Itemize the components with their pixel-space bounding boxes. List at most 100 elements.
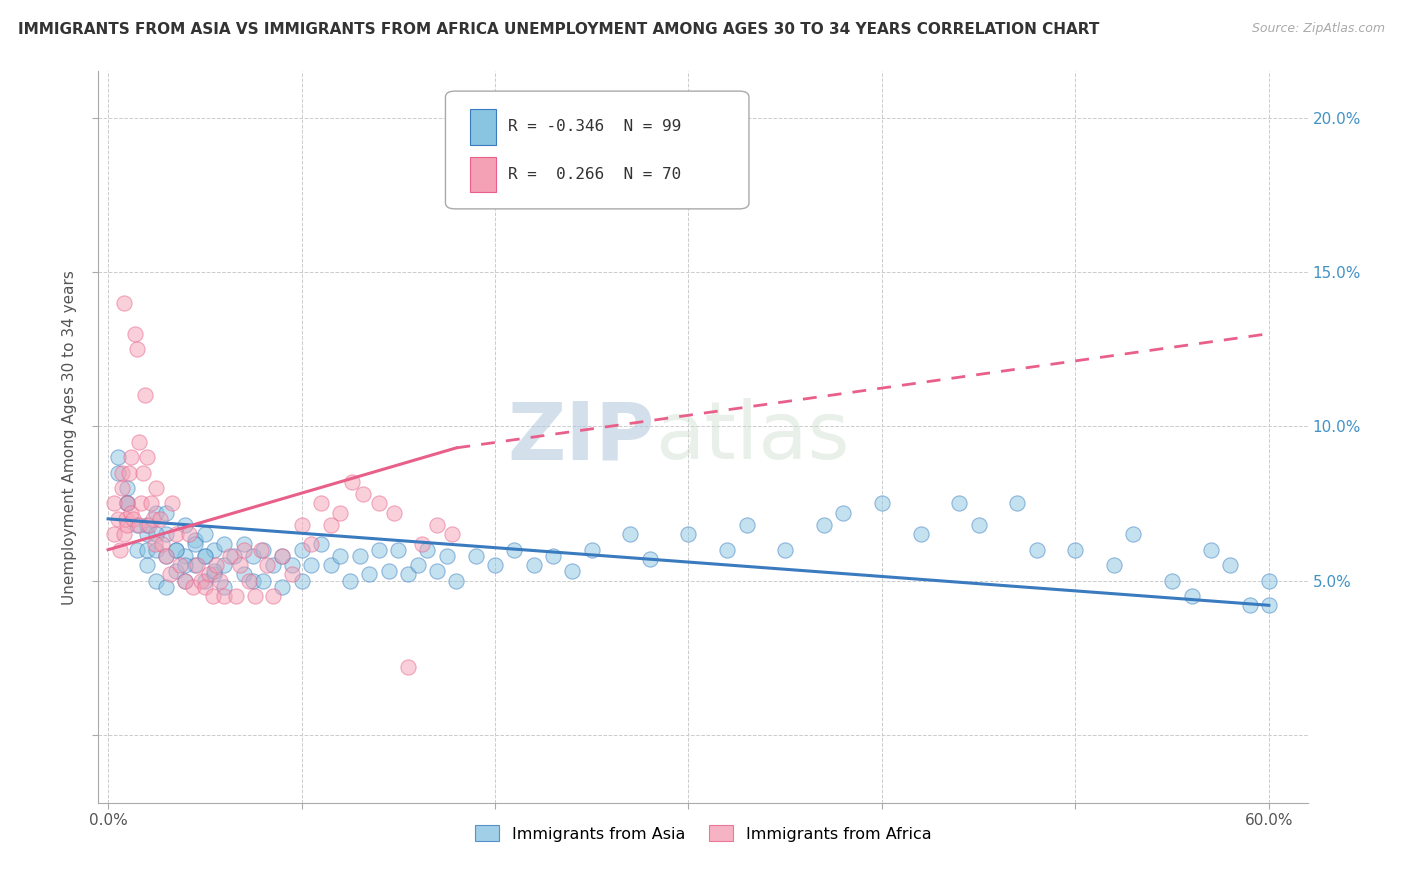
Point (735, 518, 758, 533)
Point (243, 589, 266, 603)
Point (186, 558, 208, 573)
Point (194, 549, 217, 563)
Point (250, 542, 273, 557)
Text: Source: ZipAtlas.com: Source: ZipAtlas.com (1251, 22, 1385, 36)
Point (155, 527, 177, 541)
Point (387, 542, 409, 557)
Point (124, 326, 146, 341)
Point (446, 574, 468, 588)
FancyBboxPatch shape (446, 91, 749, 209)
Point (212, 536, 235, 550)
Point (205, 558, 228, 573)
Point (219, 549, 242, 563)
Point (349, 549, 371, 563)
Point (179, 527, 201, 541)
Point (117, 496, 139, 510)
Point (290, 518, 312, 533)
Point (290, 574, 312, 588)
Point (384, 506, 406, 520)
Point (299, 536, 322, 550)
Point (309, 496, 332, 510)
Point (117, 496, 139, 510)
Point (184, 536, 207, 550)
Point (132, 466, 155, 480)
Point (340, 475, 363, 489)
Point (129, 496, 152, 510)
Point (117, 496, 139, 510)
Point (1199, 542, 1222, 557)
Point (813, 518, 835, 533)
Point (411, 536, 433, 550)
Point (299, 558, 322, 573)
Point (122, 512, 145, 526)
Point (127, 342, 149, 356)
Point (135, 518, 157, 533)
Point (142, 512, 165, 526)
Point (561, 565, 583, 579)
Point (242, 574, 264, 588)
Point (138, 518, 160, 533)
Point (238, 574, 260, 588)
Point (232, 536, 254, 550)
Point (225, 589, 247, 603)
Point (329, 506, 352, 520)
Point (209, 574, 232, 588)
Point (112, 527, 135, 541)
Point (118, 466, 141, 480)
Point (281, 558, 304, 573)
Point (134, 388, 156, 402)
Point (426, 518, 449, 533)
Point (228, 558, 250, 573)
Point (107, 512, 129, 526)
Point (212, 558, 235, 573)
Text: R = -0.346  N = 99: R = -0.346 N = 99 (509, 120, 682, 135)
Point (271, 580, 294, 594)
Point (128, 518, 150, 533)
Point (204, 542, 226, 557)
Point (353, 487, 375, 501)
Point (197, 567, 219, 582)
Point (1257, 599, 1279, 613)
Point (135, 450, 157, 464)
Point (271, 549, 294, 563)
Point (581, 542, 603, 557)
Point (135, 558, 157, 573)
Point (145, 527, 167, 541)
Point (184, 558, 207, 573)
Point (155, 580, 177, 594)
Point (359, 567, 381, 582)
Point (870, 496, 893, 510)
FancyBboxPatch shape (470, 110, 496, 145)
Point (155, 549, 177, 563)
Point (165, 527, 187, 541)
Point (103, 496, 125, 510)
Point (107, 466, 129, 480)
Point (368, 542, 391, 557)
Point (194, 580, 217, 594)
Point (678, 527, 700, 541)
Point (1122, 527, 1144, 541)
Point (464, 549, 486, 563)
Point (242, 549, 264, 563)
Point (135, 527, 157, 541)
Text: atlas: atlas (655, 398, 849, 476)
Point (107, 450, 129, 464)
Point (377, 565, 399, 579)
Point (165, 542, 187, 557)
Point (252, 542, 274, 557)
Point (111, 481, 134, 495)
Point (117, 518, 139, 533)
Point (194, 574, 217, 588)
Point (638, 552, 661, 566)
Point (112, 295, 135, 310)
Point (117, 481, 139, 495)
Point (396, 660, 419, 674)
Point (232, 542, 254, 557)
Point (619, 527, 641, 541)
Point (262, 558, 284, 573)
Point (145, 574, 167, 588)
Point (190, 574, 212, 588)
Point (436, 549, 458, 563)
Point (201, 589, 224, 603)
Point (1239, 599, 1261, 613)
